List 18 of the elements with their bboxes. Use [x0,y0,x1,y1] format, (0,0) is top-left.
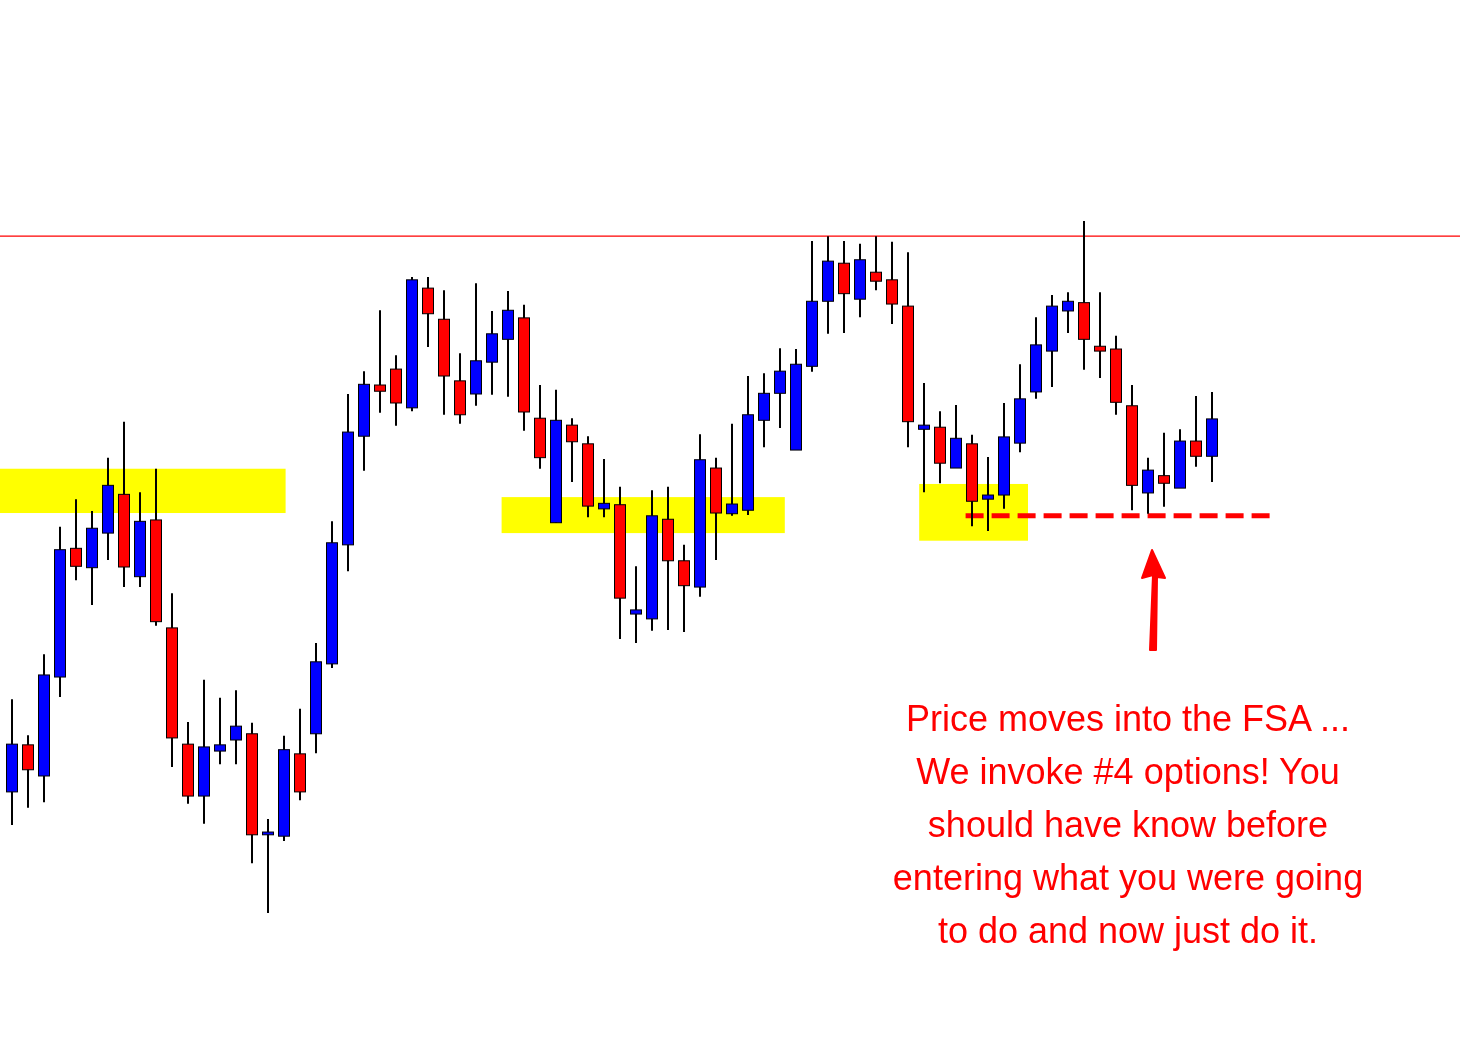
candlestick [1094,291,1106,380]
candlestick [1158,431,1170,508]
candlestick [774,347,786,429]
candlestick [726,422,738,517]
annotation: Price moves into the FSA ... We invoke #4 options! You should have know before entering what you were going to do and now just do it. [892,698,1364,951]
candlestick [1142,456,1154,515]
candlestick [598,458,610,519]
candlestick [918,381,930,494]
candlestick [214,696,226,766]
candlestick [230,689,242,766]
candlestick [262,817,274,914]
candlestick [1190,395,1202,468]
candlestick [1062,291,1074,335]
candlestick [566,417,578,483]
candlestick [982,455,994,533]
candlestick [374,309,386,414]
candlestick [70,498,82,582]
candlestick [630,565,642,645]
